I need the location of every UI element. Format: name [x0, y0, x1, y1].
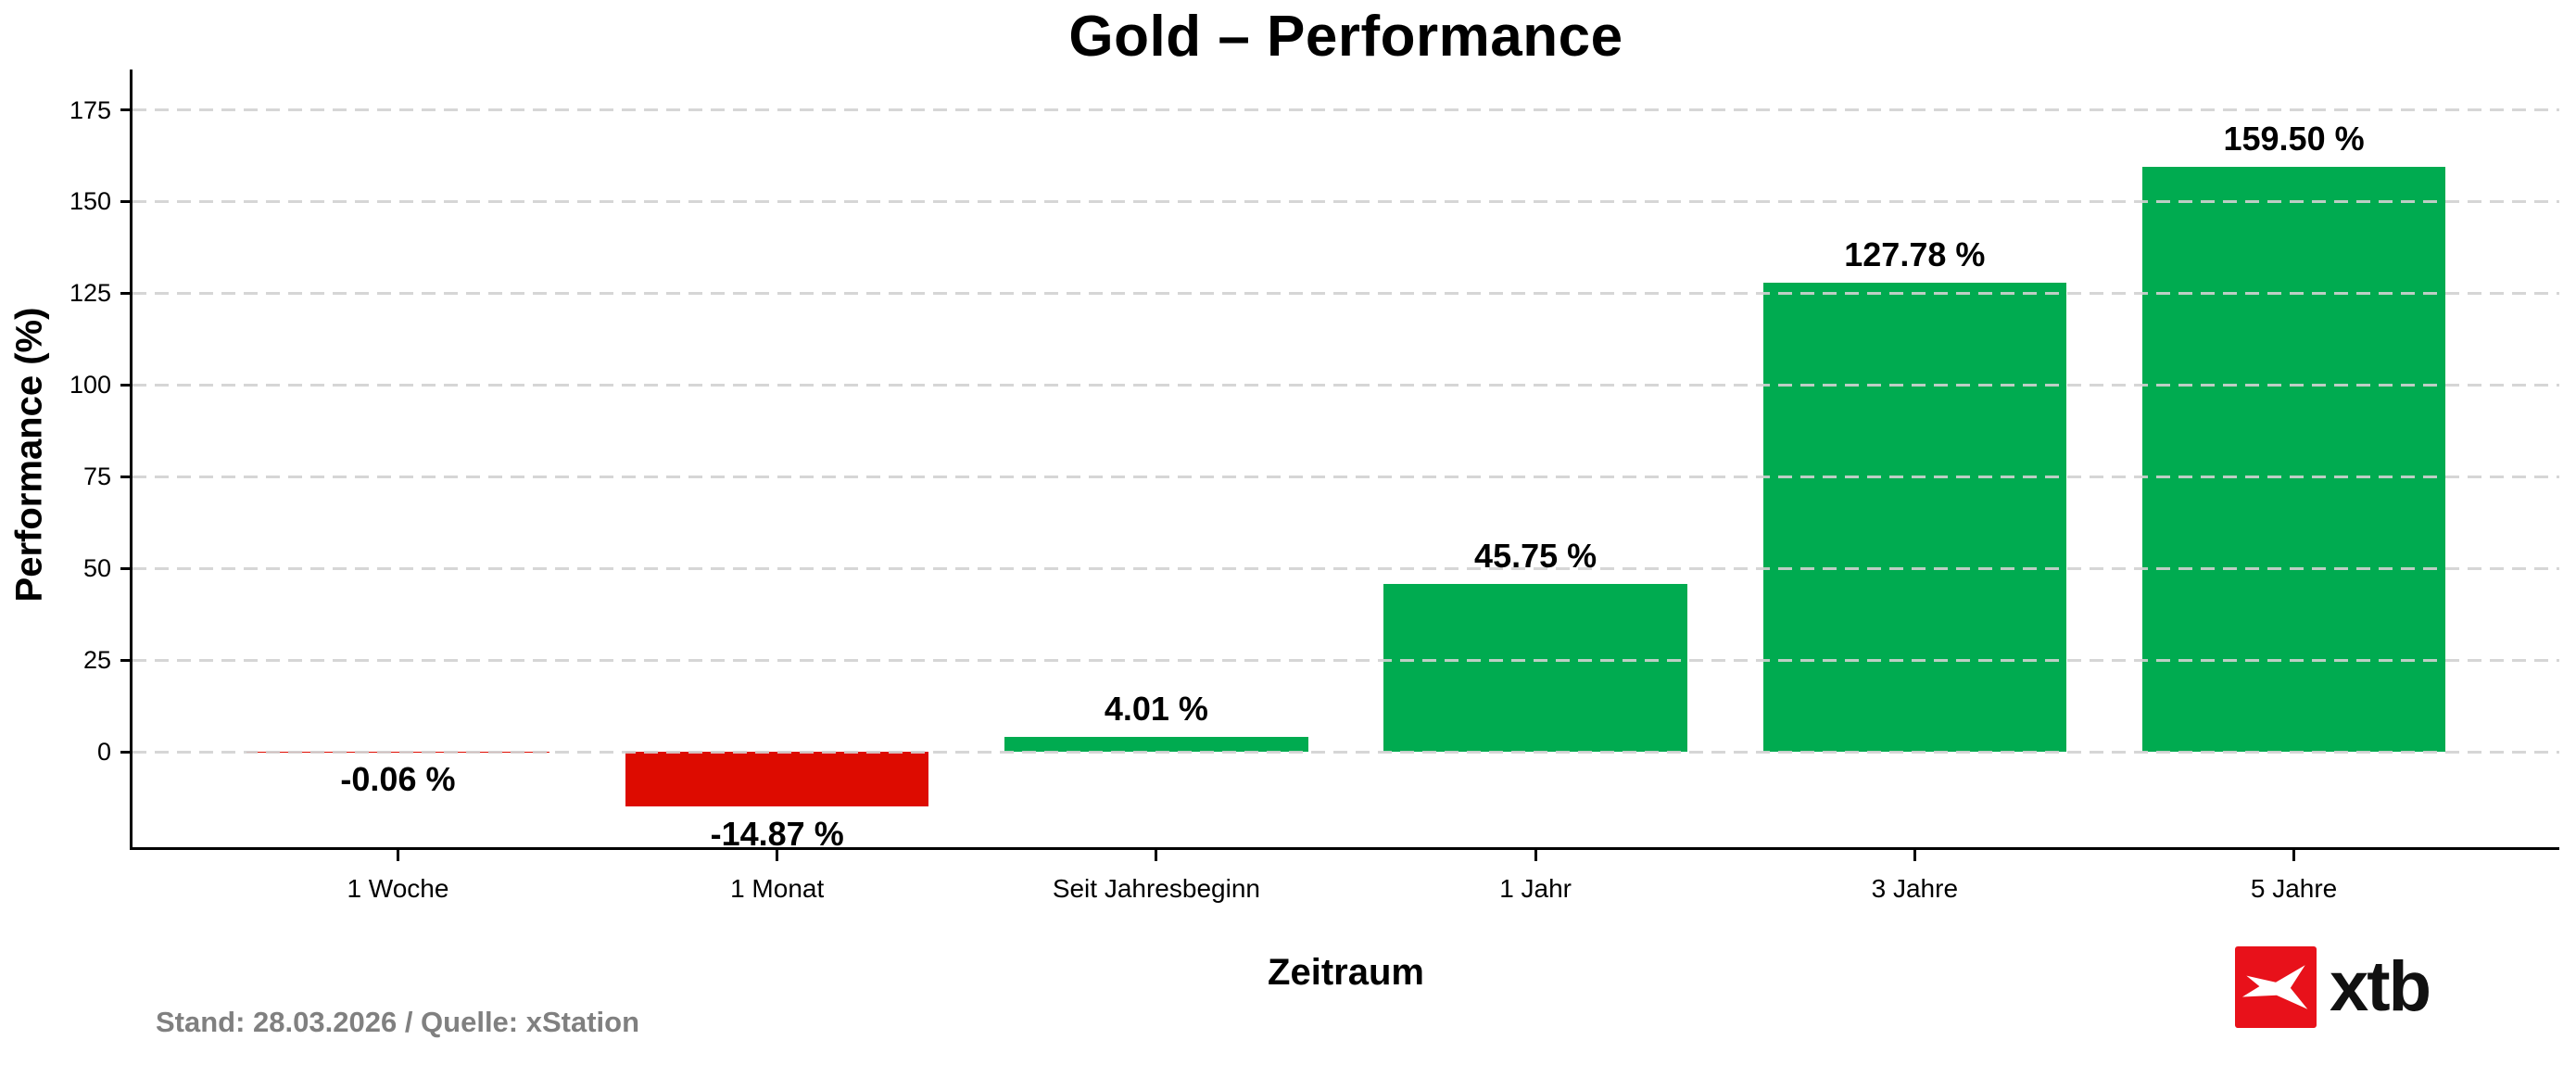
y-tick-100: [120, 383, 133, 387]
x-tick-4: [1534, 850, 1537, 861]
gridline-125: [133, 291, 2559, 295]
bar-value-label-6: 159.50 %: [2223, 119, 2365, 158]
bar-value-label-4: 45.75 %: [1474, 537, 1597, 576]
x-tick-2: [776, 850, 779, 861]
y-tick-175: [120, 108, 133, 112]
gridline-175: [133, 108, 2559, 112]
y-axis-spine: [130, 70, 133, 850]
x-tick-5: [1913, 850, 1916, 861]
x-axis-spine: [130, 847, 2559, 850]
x-tick-label-4: 1 Jahr: [1499, 874, 1572, 903]
xtb-logo-text: xtb: [2330, 947, 2431, 1026]
x-tick-1: [396, 850, 399, 861]
bar-3-jahre: [1762, 283, 2067, 753]
bar-1-jahr: [1383, 584, 1687, 753]
x-tick-label-6: 5 Jahre: [2250, 874, 2338, 903]
y-tick-label-150: 150: [69, 187, 111, 216]
gridline-50: [133, 566, 2559, 570]
bar-value-label-1: -0.06 %: [340, 760, 456, 799]
x-tick-label-1: 1 Woche: [347, 874, 449, 903]
bar-value-label-5: 127.78 %: [1844, 235, 1986, 274]
gridline-0: [133, 750, 2559, 754]
gridline-25: [133, 658, 2559, 662]
source-note: Stand: 28.03.2026 / Quelle: xStation: [156, 1006, 640, 1038]
gridline-100: [133, 383, 2559, 387]
bar-value-label-3: 4.01 %: [1104, 690, 1208, 729]
x-tick-3: [1155, 850, 1158, 861]
xtb-logo: xtb: [2235, 945, 2576, 1029]
x-tick-label-2: 1 Monat: [730, 874, 825, 903]
bar-1-monat: [625, 752, 929, 806]
x-axis-label: Zeitraum: [1268, 952, 1424, 993]
y-tick-label-50: 50: [82, 554, 111, 583]
y-tick-25: [120, 658, 133, 662]
bar-5-jahre: [2141, 166, 2446, 753]
xtb-logo-mark: [2235, 946, 2317, 1028]
x-tick-label-3: Seit Jahresbeginn: [1052, 874, 1260, 903]
y-tick-125: [120, 291, 133, 295]
y-tick-label-75: 75: [82, 463, 111, 491]
gridline-150: [133, 199, 2559, 203]
y-tick-label-25: 25: [82, 646, 111, 675]
x-tick-6: [2292, 850, 2296, 861]
bar-value-label-2: -14.87 %: [710, 814, 844, 853]
chart-title: Gold – Performance: [1068, 5, 1623, 69]
y-tick-150: [120, 199, 133, 203]
y-tick-0: [120, 750, 133, 754]
bar-seit-jahresbeginn: [1004, 737, 1308, 753]
y-tick-label-0: 0: [96, 738, 111, 767]
xtb-x-icon: [2241, 965, 2308, 1009]
y-tick-label-100: 100: [69, 371, 111, 399]
y-tick-label-175: 175: [69, 95, 111, 124]
x-tick-label-5: 3 Jahre: [1871, 874, 1959, 903]
y-tick-75: [120, 475, 133, 478]
y-tick-label-125: 125: [69, 279, 111, 308]
y-tick-50: [120, 566, 133, 570]
gridline-75: [133, 475, 2559, 478]
